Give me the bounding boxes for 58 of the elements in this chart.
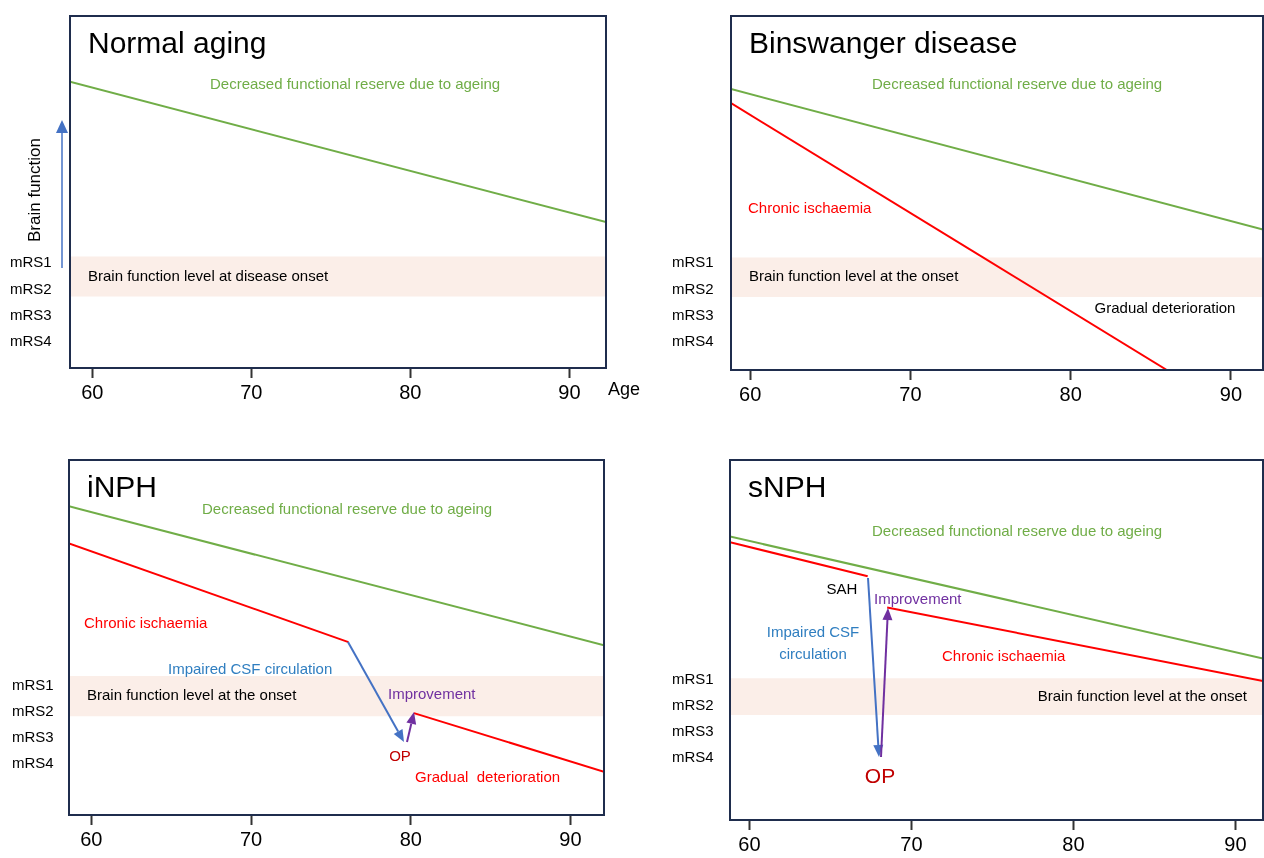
text: mRS1 xyxy=(12,676,54,694)
annotation: SAH xyxy=(826,580,858,598)
text: mRS1 xyxy=(672,670,714,688)
annotation: Impaired CSF circulation xyxy=(766,623,860,663)
chart-title: iNPH xyxy=(87,470,158,504)
x-tick-label: 70 xyxy=(239,827,263,850)
series-label: Chronic ischaemia xyxy=(748,199,873,217)
series-label: Decreased functional reserve due to ageing xyxy=(202,500,493,518)
text: mRS1 xyxy=(672,253,714,271)
annotation: Improvement xyxy=(874,590,963,608)
series-label: Decreased functional reserve due to ageing xyxy=(210,75,501,93)
text: mRS3 xyxy=(672,722,714,740)
text: mRS4 xyxy=(672,332,714,350)
text: mRS2 xyxy=(10,280,52,298)
x-tick-label: 80 xyxy=(399,380,422,403)
text: Decreased functional reserve due to ageing xyxy=(872,75,1163,93)
annotation: Gradual deterioration xyxy=(1094,299,1236,317)
text: mRS3 xyxy=(10,306,52,324)
text: mRS2 xyxy=(672,280,714,298)
text: mRS3 xyxy=(672,306,714,324)
x-tick-label: 90 xyxy=(1224,832,1247,855)
x-tick-label: 60 xyxy=(81,380,104,403)
x-tick-label: 70 xyxy=(899,382,922,405)
x-tick-label: 80 xyxy=(1062,832,1085,855)
x-axis-title: Age xyxy=(608,378,641,399)
text: mRS1 xyxy=(10,253,52,271)
chart-title: Normal aging xyxy=(88,26,267,60)
x-tick-label: 90 xyxy=(1219,382,1243,405)
series-label: Decreased functional reserve due to ageing xyxy=(872,522,1163,540)
series-label: Chronic ischaemia xyxy=(942,647,1067,665)
x-tick-label: 80 xyxy=(1059,382,1082,405)
x-tick-label: 80 xyxy=(399,827,422,850)
annotation: OP xyxy=(864,763,896,787)
text: mRS4 xyxy=(10,332,52,350)
series-label: Chronic ischaemia xyxy=(84,614,209,632)
band-label: Brain function level at the onset xyxy=(749,267,960,285)
x-tick-label: 60 xyxy=(80,827,103,850)
series-label: Gradual deterioration xyxy=(415,768,561,786)
band-label: Brain function level at disease onset xyxy=(88,266,329,284)
y-axis-title: Brain function xyxy=(24,138,44,242)
text: mRS2 xyxy=(12,702,54,720)
chart-title: Binswanger disease xyxy=(749,26,1018,60)
x-tick-label: 70 xyxy=(900,832,923,855)
text: mRS4 xyxy=(672,748,714,766)
x-tick-label: 90 xyxy=(559,827,582,850)
x-tick-label: 90 xyxy=(558,380,581,403)
annotation: Impaired CSF circulation xyxy=(168,660,333,678)
x-tick-label: 60 xyxy=(738,832,761,855)
text: mRS2 xyxy=(672,696,714,714)
band-label: Brain function level at the onset xyxy=(87,686,298,704)
text: mRS4 xyxy=(12,754,54,772)
annotation: OP xyxy=(389,747,411,765)
text: mRS3 xyxy=(12,728,54,746)
x-tick-label: 70 xyxy=(240,380,263,403)
x-tick-label: 60 xyxy=(739,382,762,405)
chart-title: sNPH xyxy=(748,470,827,504)
annotation: Improvement xyxy=(388,685,477,703)
band-label: Brain function level at the onset xyxy=(1037,686,1248,704)
